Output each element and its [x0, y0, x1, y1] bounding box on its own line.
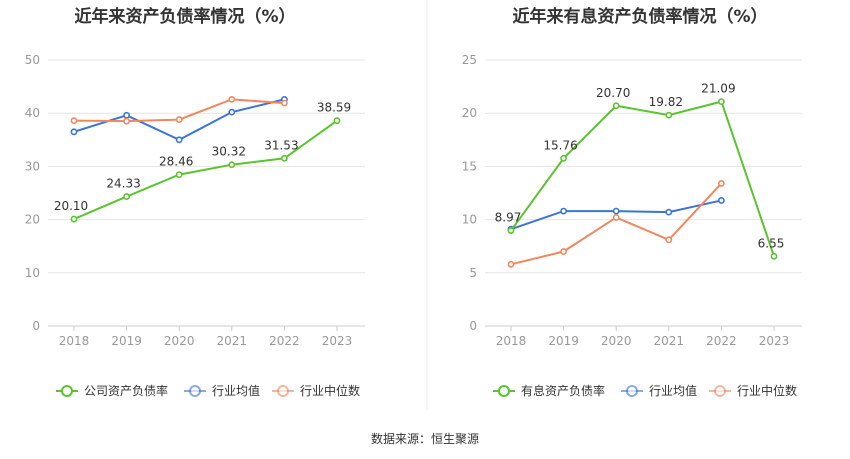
y-tick-label: 10 — [25, 266, 40, 280]
series-line-0 — [73, 119, 338, 220]
legend-swatch-marker — [626, 385, 638, 397]
legend-label: 行业中位数 — [300, 383, 360, 398]
y-tick-label: 20 — [25, 213, 40, 227]
data-label: 6.55 — [758, 236, 785, 250]
legend-label: 行业中位数 — [737, 383, 797, 398]
x-tick-label: 2019 — [111, 334, 142, 348]
data-label: 38.59 — [317, 101, 351, 115]
x-tick-label: 2021 — [217, 334, 248, 348]
x-tick-label: 2020 — [601, 334, 632, 348]
data-point — [175, 136, 183, 144]
y-tick-label: 5 — [469, 266, 477, 280]
chart-title: 近年来有息资产负债率情况（%） — [512, 6, 767, 27]
legend-item-1: 行业均值 — [184, 383, 260, 398]
chart-title: 近年来资产负债率情况（%） — [74, 6, 295, 27]
data-point — [70, 117, 78, 125]
data-point — [612, 214, 620, 221]
legend-label: 有息资产负债率 — [521, 383, 605, 398]
source-text: 数据来源：恒生聚源 — [371, 431, 479, 446]
y-tick-label: 50 — [25, 53, 40, 67]
y-tick-label: 40 — [25, 106, 40, 120]
data-label: 20.70 — [596, 86, 630, 100]
data-label: 15.76 — [543, 138, 577, 152]
data-point — [175, 116, 183, 123]
data-point — [665, 111, 673, 119]
y-tick-label: 10 — [462, 213, 477, 227]
data-label: 19.82 — [649, 95, 683, 109]
legend-label: 行业均值 — [212, 383, 260, 398]
data-point — [507, 227, 515, 234]
data-point — [123, 111, 130, 119]
legend-swatch-marker — [498, 385, 510, 397]
legend-item-2: 行业中位数 — [709, 383, 797, 398]
x-tick-label: 2022 — [706, 334, 737, 348]
legend-swatch-marker — [189, 385, 201, 397]
data-point — [123, 193, 130, 200]
data-label: 20.10 — [54, 199, 88, 213]
data-point — [228, 161, 236, 169]
data-point — [70, 128, 78, 136]
data-point — [175, 171, 183, 178]
data-point — [333, 117, 341, 125]
x-tick-label: 2019 — [548, 334, 579, 348]
legend-item-0: 有息资产负债率 — [493, 383, 605, 398]
data-point — [612, 207, 620, 215]
data-point — [718, 197, 725, 204]
series-line-2 — [510, 182, 723, 266]
y-tick-label: 25 — [462, 53, 477, 67]
x-tick-label: 2022 — [269, 334, 300, 348]
data-point — [123, 117, 130, 125]
data-point — [228, 95, 236, 103]
x-tick-label: 2023 — [322, 334, 353, 348]
data-point — [560, 207, 567, 215]
data-label: 8.97 — [495, 211, 522, 225]
data-point — [770, 252, 778, 260]
data-point — [560, 154, 567, 162]
data-label: 28.46 — [159, 155, 193, 169]
legend-swatch-marker — [277, 385, 289, 397]
x-tick-label: 2018 — [496, 334, 527, 348]
legend-item-2: 行业中位数 — [272, 383, 360, 398]
data-point — [718, 98, 725, 106]
data-label: 31.53 — [264, 138, 298, 152]
data-point — [612, 102, 620, 110]
x-tick-label: 2018 — [59, 334, 90, 348]
data-point — [280, 154, 288, 162]
y-tick-label: 20 — [462, 106, 477, 120]
data-point — [560, 248, 567, 255]
data-point — [507, 260, 515, 268]
legend-swatch-marker — [714, 385, 726, 397]
y-tick-label: 0 — [32, 319, 40, 333]
legend-item-1: 行业均值 — [621, 383, 697, 398]
legend-label: 公司资产负债率 — [84, 383, 168, 398]
legend-item-0: 公司资产负债率 — [56, 383, 168, 398]
y-tick-label: 15 — [462, 159, 477, 173]
data-point — [280, 99, 288, 107]
data-label: 21.09 — [701, 82, 735, 96]
data-label: 30.32 — [212, 145, 246, 159]
data-point — [665, 208, 673, 216]
data-point — [718, 180, 725, 187]
x-tick-label: 2021 — [654, 334, 685, 348]
y-tick-label: 30 — [25, 159, 40, 173]
y-tick-label: 0 — [469, 319, 477, 333]
right-chart-panel: 近年来有息资产负债率情况（%） 0 5 10 15 20 25 2018 2019 2020 202… — [462, 6, 802, 398]
left-chart-panel: 近年来资产负债率情况（%） 0 10 20 30 40 50 2018 2019 2020 2021… — [25, 6, 365, 398]
legend-swatch-marker — [61, 385, 73, 397]
data-point — [665, 236, 673, 244]
data-point — [70, 215, 78, 223]
legend-label: 行业均值 — [649, 383, 697, 398]
x-tick-label: 2023 — [759, 334, 790, 348]
data-label: 24.33 — [106, 177, 140, 191]
series-line-0 — [510, 100, 775, 257]
data-point — [228, 108, 236, 116]
x-tick-label: 2020 — [164, 334, 195, 348]
